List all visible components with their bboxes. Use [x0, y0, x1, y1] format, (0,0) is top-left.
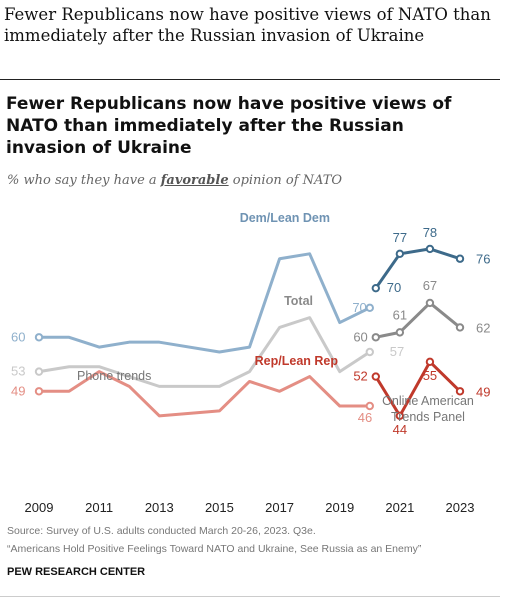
- total-label-2020: 57: [390, 344, 404, 359]
- series-names: Dem/Lean Dem Total Rep/Lean Rep: [240, 211, 339, 368]
- x-tick-2011: 2011: [85, 500, 113, 515]
- dem-lean-dem-online-point-2020.2: [371, 283, 380, 293]
- total-online-line: [375, 301, 461, 339]
- dem-lean-dem-online-point-2021: [395, 249, 405, 259]
- x-tick-2019: 2019: [325, 500, 354, 515]
- dem-lean-dem-phone-line: [39, 252, 371, 354]
- dem-lean-dem-online-line: [374, 247, 461, 290]
- x-tick-2013: 2013: [145, 500, 174, 515]
- org-name: PEW RESEARCH CENTER: [7, 566, 146, 578]
- total-phone-line: [38, 316, 371, 388]
- total-online-point-2023: [455, 323, 465, 332]
- dem-lean-dem-label-2020.2: 70: [387, 280, 401, 295]
- dem-lean-dem-label-2020: 70: [352, 300, 366, 315]
- dem-lean-dem-online-point-2023: [455, 254, 465, 263]
- x-axis: 2009 2011 2013 2015 2017 2019 2021 2023: [25, 500, 475, 515]
- dem-lean-dem-online-point-2022: [425, 244, 435, 254]
- total-online-point-2022: [425, 298, 435, 308]
- rep-lean-rep-label-2021: 44: [393, 422, 407, 437]
- rep-lean-rep-online-point-2021: [395, 411, 405, 421]
- x-tick-2009: 2009: [25, 500, 54, 515]
- source-note: Source: Survey of U.S. adults conducted …: [7, 525, 316, 537]
- bottom-divider: [0, 596, 500, 597]
- x-tick-2017: 2017: [265, 500, 294, 515]
- total-label-2023: 62: [476, 320, 490, 335]
- rep-lean-rep-online-point-2023: [455, 387, 465, 396]
- rep-lean-rep-phone-point-last: [365, 401, 374, 411]
- total-phone-point-first: [34, 367, 44, 376]
- x-tick-2015: 2015: [205, 500, 234, 515]
- series-markers: [34, 244, 465, 421]
- online-panel-note-line2: Trends Panel: [391, 410, 465, 424]
- dem-lean-dem-phone-point-first: [34, 333, 44, 342]
- dem-lean-dem-series-name: Dem/Lean Dem: [240, 211, 330, 225]
- report-title: “Americans Hold Positive Feelings Toward…: [7, 543, 422, 555]
- rep-lean-rep-series-name: Rep/Lean Rep: [255, 354, 339, 368]
- dem-lean-dem-label-2009: 60: [11, 329, 25, 344]
- subtitle-emphasis: favorable: [160, 173, 229, 188]
- dem-lean-dem-phone-point-last: [365, 303, 374, 313]
- rep-lean-rep-label-2022: 55: [423, 368, 437, 383]
- rep-lean-rep-online-line: [374, 360, 462, 418]
- total-label-2021: 61: [393, 307, 407, 322]
- rep-lean-rep-label-2020.2: 52: [353, 369, 367, 384]
- rep-lean-rep-label-2020: 46: [358, 410, 372, 425]
- rep-lean-rep-phone-line: [39, 370, 370, 418]
- page-heading: Fewer Republicans now have positive view…: [4, 5, 491, 45]
- total-label-2020.2: 60: [353, 329, 367, 344]
- phone-trends-note: Phone trends: [77, 369, 151, 383]
- rep-lean-rep-phone-point-first: [34, 387, 44, 396]
- total-phone-point-last: [365, 347, 374, 357]
- dem-lean-dem-label-2021: 77: [393, 230, 407, 245]
- chart-title: Fewer Republicans now have positive view…: [6, 94, 452, 158]
- subtitle-suffix: opinion of NATO: [228, 173, 343, 188]
- data-labels: 60 70 70 77 78 76 53 57 60 61 67 62 49 46 52 44 55 49: [11, 225, 490, 437]
- total-series-name: Total: [284, 294, 313, 308]
- total-online-point-2020.2: [371, 333, 380, 342]
- subtitle-prefix: % who say they have a: [7, 173, 161, 188]
- x-tick-2023: 2023: [446, 500, 475, 515]
- total-online-point-2021: [395, 328, 405, 337]
- total-label-2009: 53: [11, 364, 25, 379]
- chart-subtitle: % who say they have a favorable opinion …: [7, 173, 342, 188]
- rep-lean-rep-label-2023: 49: [476, 384, 490, 399]
- dem-lean-dem-label-2022: 78: [423, 225, 437, 240]
- rep-lean-rep-online-point-2020.2: [371, 372, 380, 381]
- heading-divider: [0, 79, 500, 80]
- chart-annotations: Phone trends Online American Trends Panel: [77, 369, 474, 424]
- rep-lean-rep-label-2009: 49: [11, 383, 25, 398]
- online-panel-note-line1: Online American: [382, 394, 474, 408]
- total-label-2022: 67: [423, 278, 437, 293]
- dem-lean-dem-label-2023: 76: [476, 252, 490, 267]
- rep-lean-rep-online-point-2022: [425, 357, 435, 367]
- x-tick-2021: 2021: [385, 500, 414, 515]
- series-lines: [38, 247, 462, 418]
